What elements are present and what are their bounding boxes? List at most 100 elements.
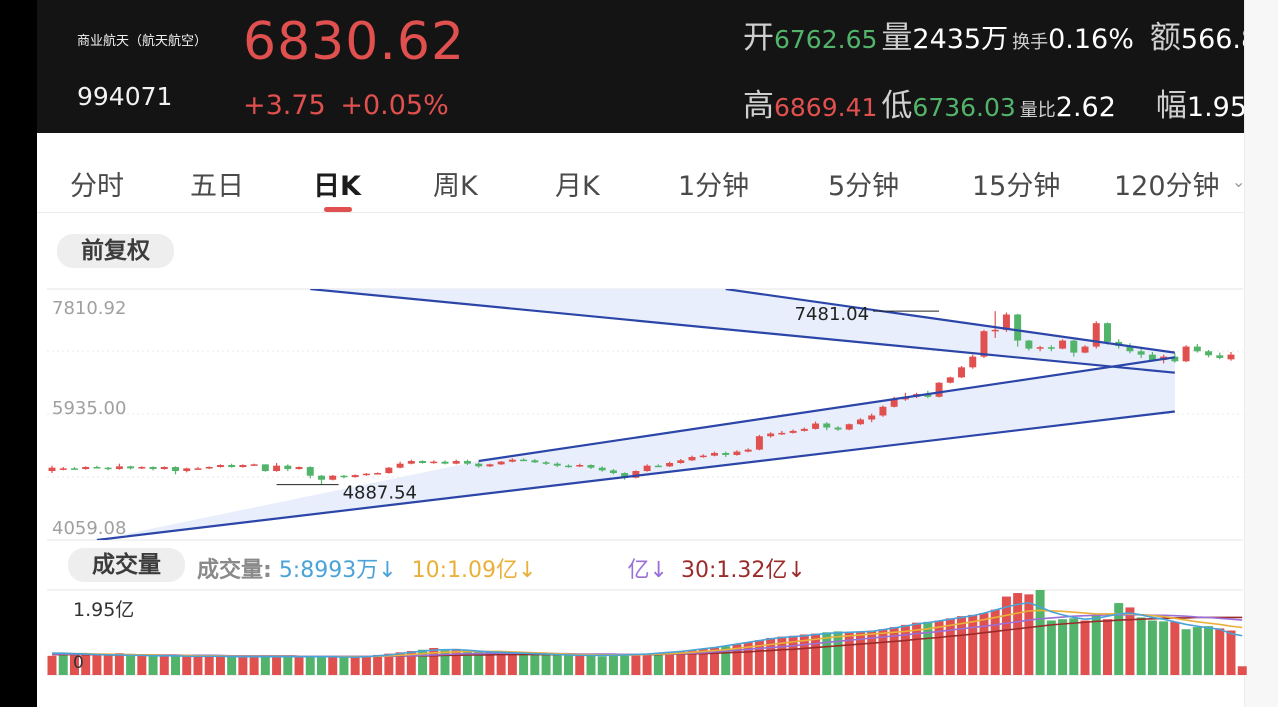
volume-bar	[159, 656, 169, 675]
volume-button[interactable]: 成交量	[68, 548, 185, 582]
candle-body	[329, 475, 337, 480]
volume-bar	[979, 613, 989, 675]
volume-bar	[316, 656, 326, 675]
volume-bar	[586, 655, 596, 675]
volume-bar	[990, 609, 1000, 675]
up-channel-band	[96, 357, 1175, 540]
candle-body	[70, 468, 78, 470]
volume-bar	[620, 654, 630, 675]
candle-body	[419, 460, 427, 464]
volume-bar	[900, 624, 910, 675]
volume-bar	[709, 647, 719, 675]
candle-body	[733, 451, 741, 455]
volume-bar	[597, 656, 607, 675]
candle-body	[980, 331, 988, 357]
down-channel-upper	[310, 289, 1175, 374]
volume-bar	[799, 634, 809, 675]
volume-bar	[1170, 621, 1180, 675]
volume-bar	[1159, 621, 1169, 675]
volume-bar	[215, 655, 225, 675]
candle-body	[407, 460, 415, 464]
candle-body	[520, 459, 528, 462]
tab-5min[interactable]: 5分钟	[828, 171, 900, 202]
volume-legend: 成交量: 5:8993万↓ 10:1.09亿↓ 亿↓ 30:1.32亿↓	[197, 552, 806, 584]
candle-body	[351, 475, 359, 478]
volume-bar	[777, 636, 787, 675]
volume-bar	[1035, 590, 1045, 675]
candle-body	[1036, 347, 1044, 349]
volume-bar	[350, 657, 360, 675]
volume-bar	[653, 653, 663, 675]
volume-value: 2435万	[912, 24, 1009, 55]
candle-body	[856, 419, 864, 425]
candle-body	[374, 473, 382, 475]
candle-body	[845, 424, 853, 430]
tab-intraday[interactable]: 分时	[70, 171, 124, 202]
volume-bar	[305, 657, 315, 675]
volume-bar	[507, 652, 517, 675]
ma20-value: 亿	[627, 558, 650, 583]
volume-bar	[923, 621, 933, 675]
candle-body	[1137, 351, 1145, 355]
volume-bar	[732, 644, 742, 675]
volume-bar	[137, 655, 147, 675]
y-tick-mid: 5935.00	[52, 398, 126, 419]
tab-15min[interactable]: 15分钟	[972, 171, 1061, 202]
volume-bar	[148, 655, 158, 675]
candle-body	[576, 465, 584, 467]
volume-bar	[440, 650, 450, 675]
candle-body	[261, 464, 269, 472]
chevron-down-icon[interactable]: ⌄	[1232, 172, 1246, 191]
volume-bar	[249, 656, 259, 675]
volume-bar	[1136, 617, 1146, 675]
candle-body	[508, 459, 516, 462]
candle-body	[306, 467, 314, 476]
candle-body	[722, 452, 730, 455]
candle-body	[621, 473, 629, 478]
tab-monthly-k[interactable]: 月K	[555, 171, 600, 202]
candle-body	[677, 460, 685, 464]
tab-weekly-k[interactable]: 周K	[433, 171, 478, 202]
volume-bar	[496, 652, 506, 675]
volume-bar	[462, 650, 472, 675]
quote-header: 商业航天（航天航空） 994071 6830.62 +3.75 +0.05% 开…	[37, 0, 1244, 133]
candle-body	[149, 467, 157, 470]
volume-bar	[1147, 620, 1157, 675]
volume-bar	[957, 616, 967, 675]
volume-bar	[1125, 607, 1135, 675]
tab-120min[interactable]: 120分钟	[1114, 171, 1220, 202]
index-name: 商业航天（航天航空）	[77, 34, 208, 49]
tab-daily-k[interactable]: 日K	[313, 171, 361, 202]
candle-body	[744, 449, 752, 452]
volume-bar	[485, 653, 495, 675]
left-edge-bar	[0, 0, 37, 707]
candle-body	[239, 465, 247, 468]
tab-five-day[interactable]: 五日	[190, 171, 244, 202]
volume-bar	[811, 633, 821, 675]
candle-body	[565, 465, 572, 468]
candle-body	[160, 467, 168, 470]
volume-bar	[1058, 619, 1068, 675]
candle-body	[823, 423, 831, 428]
candle-body	[127, 466, 135, 469]
volume-y-tick-zero: 0	[73, 653, 84, 673]
volume-bar	[575, 654, 585, 675]
y-tick-bottom: 4059.08	[52, 518, 126, 539]
volume-bar	[721, 646, 731, 675]
change-value: +3.75	[243, 90, 326, 121]
candle-body	[879, 406, 887, 416]
down-channel-lower	[725, 289, 1176, 354]
volume-bar	[519, 653, 529, 675]
candle-body	[340, 475, 348, 478]
right-edge-strip	[1244, 0, 1278, 707]
adjust-button[interactable]: 前复权	[57, 234, 174, 268]
volume-bar	[1226, 630, 1236, 675]
ma30-value: 30:1.32亿	[680, 558, 788, 583]
candle-body	[666, 463, 674, 467]
tab-1min[interactable]: 1分钟	[678, 171, 750, 202]
candle-body	[250, 464, 258, 466]
candle-body	[834, 427, 842, 430]
ma10-arrow: ↓	[518, 558, 537, 583]
volume-bar	[58, 654, 68, 675]
